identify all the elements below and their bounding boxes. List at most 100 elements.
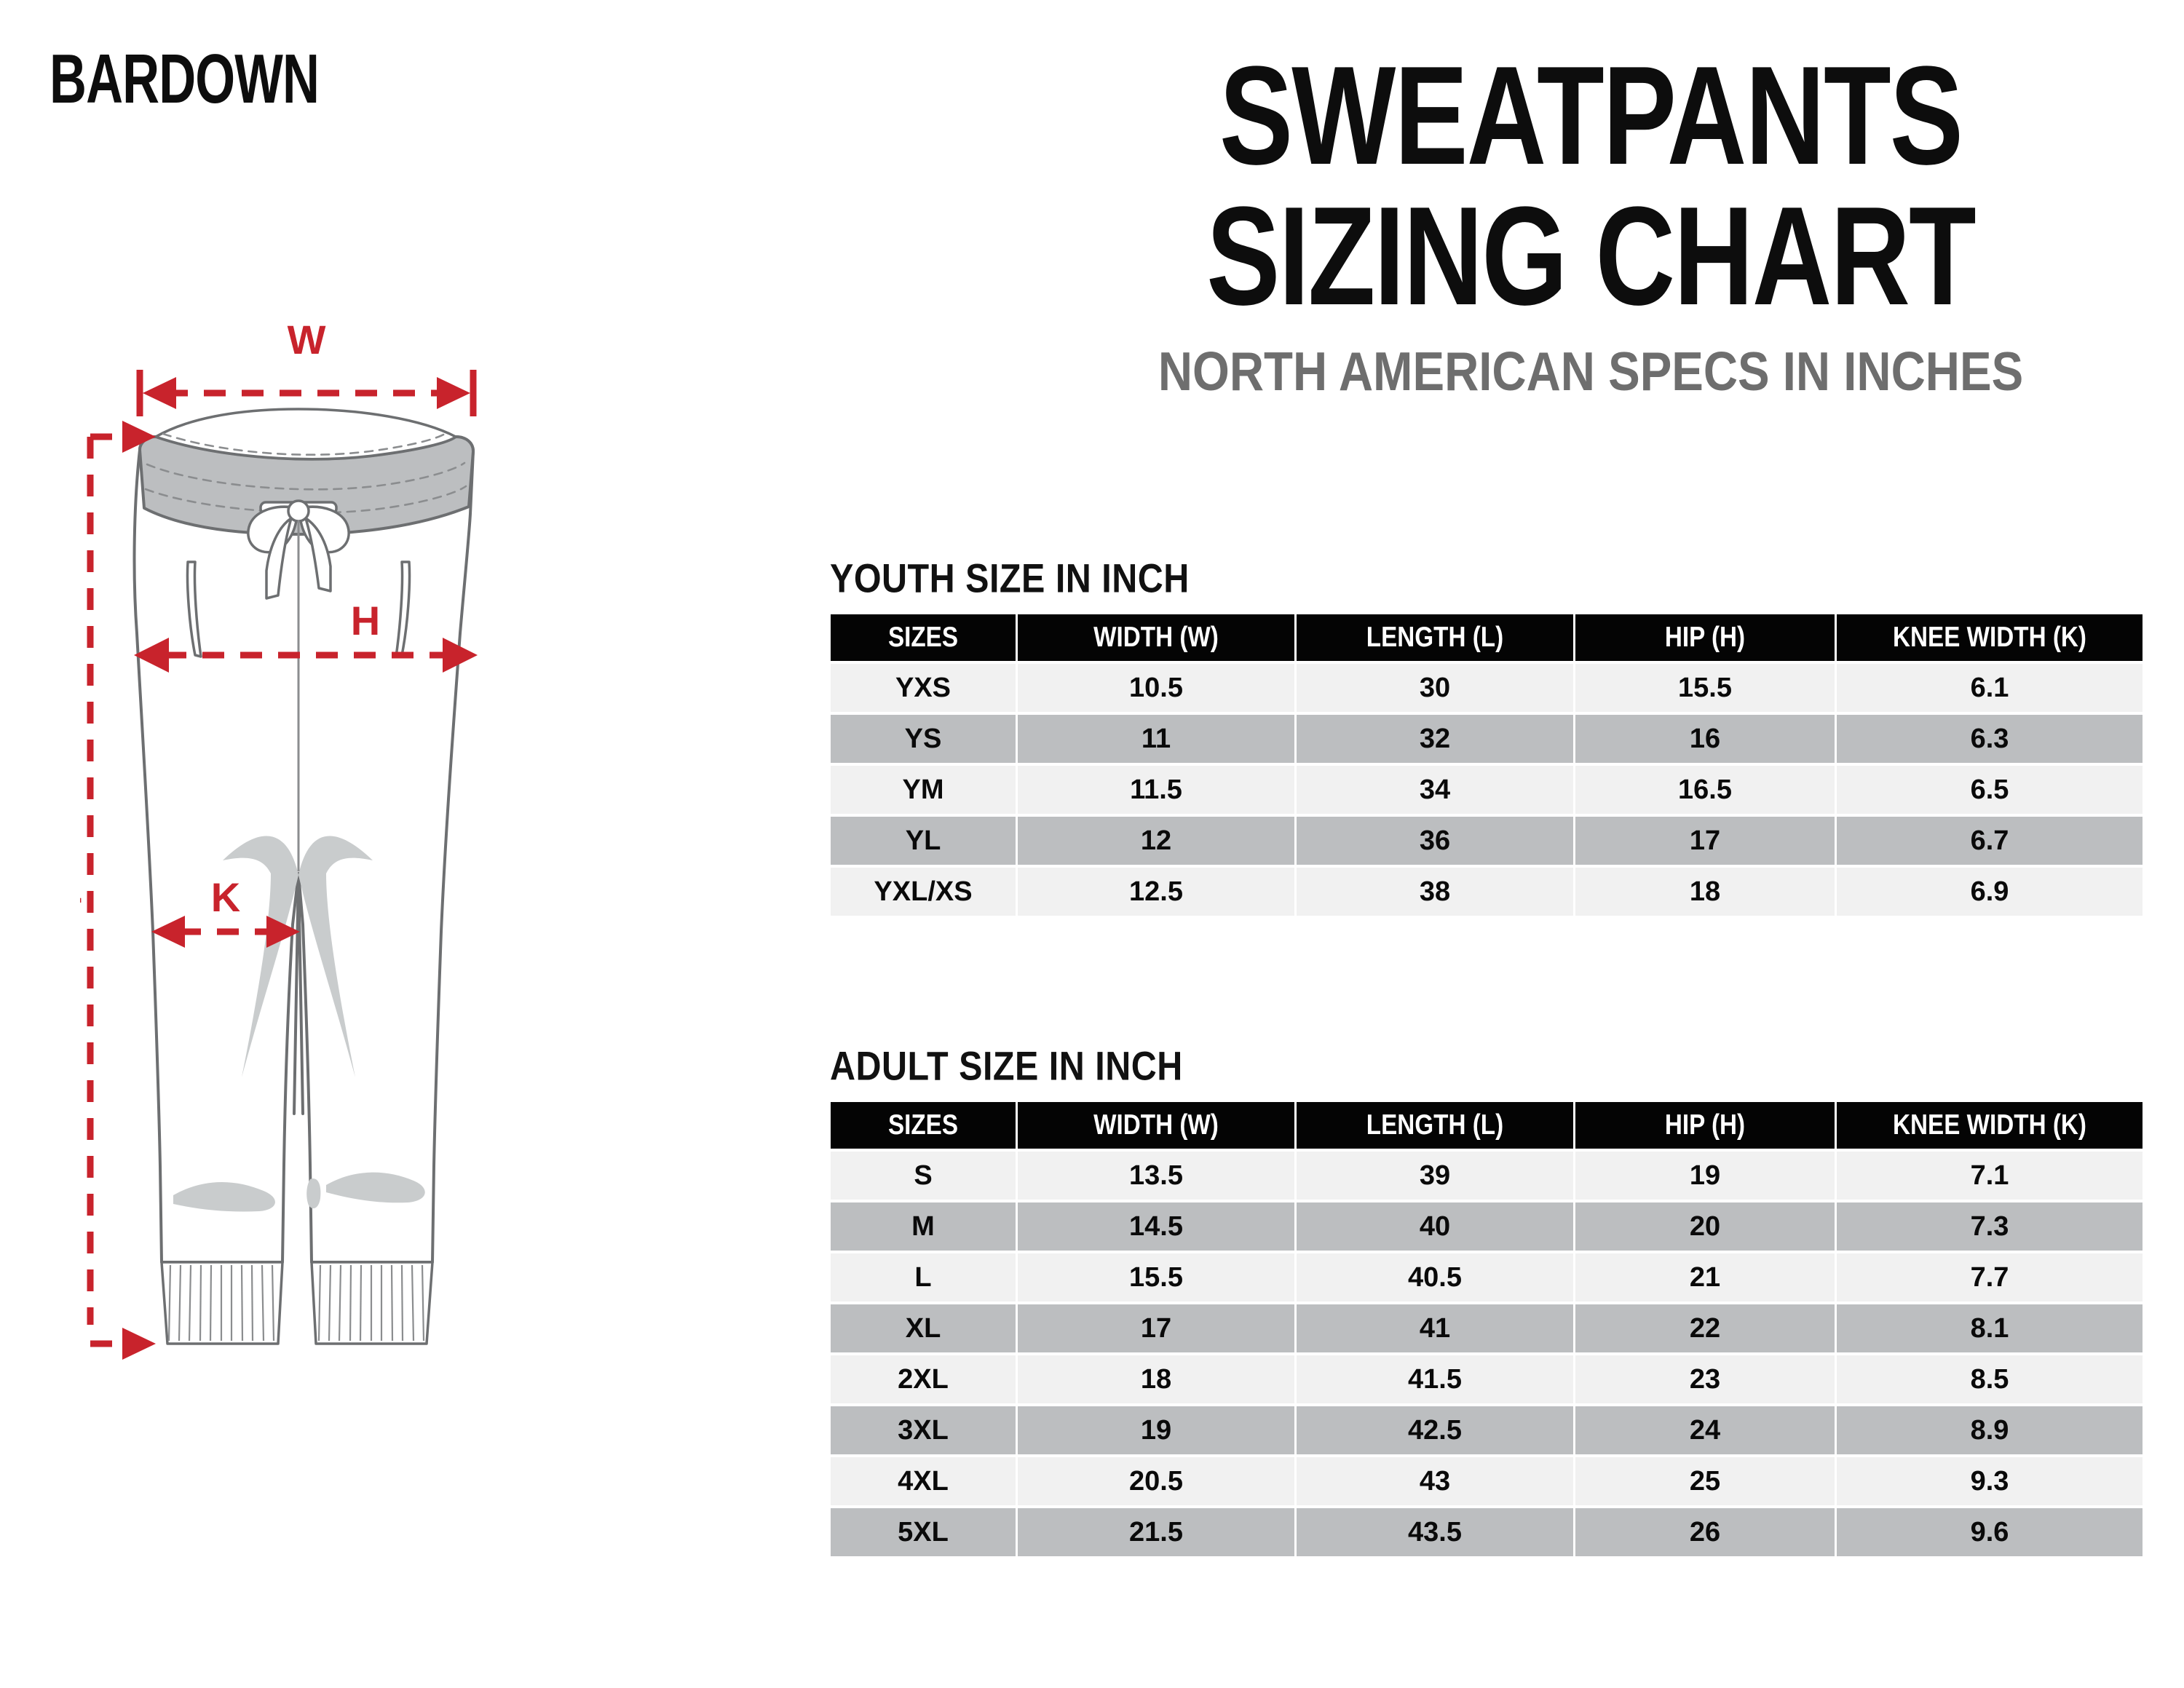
adult-col-sizes: SIZES xyxy=(831,1102,1016,1149)
table-row: 5XL 21.5 43.5 26 9.6 xyxy=(831,1508,2143,1556)
cell-length: 43 xyxy=(1297,1457,1573,1505)
youth-col-width-label: WIDTH (W) xyxy=(1093,622,1219,653)
cell-size: S xyxy=(831,1152,1016,1200)
cell-hip: 16 xyxy=(1575,715,1835,763)
cell-knee: 8.5 xyxy=(1837,1355,2143,1403)
cell-hip: 15.5 xyxy=(1575,664,1835,712)
table-row: 4XL 20.5 43 25 9.3 xyxy=(831,1457,2143,1505)
cell-length: 40 xyxy=(1297,1202,1573,1251)
cell-knee: 9.3 xyxy=(1837,1457,2143,1505)
dimension-marker-hip: H xyxy=(134,598,478,673)
adult-col-width-label: WIDTH (W) xyxy=(1093,1109,1219,1141)
page-subtitle: NORTH AMERICAN SPECS IN INCHES xyxy=(1158,340,2024,402)
youth-col-sizes: SIZES xyxy=(831,614,1016,661)
cell-size: YM xyxy=(831,766,1016,814)
cell-hip: 22 xyxy=(1575,1304,1835,1352)
dimension-marker-knee: K xyxy=(151,874,300,948)
cell-length: 32 xyxy=(1297,715,1573,763)
adult-col-hip-label: HIP (H) xyxy=(1664,1109,1746,1141)
adult-col-length: LENGTH (L) xyxy=(1297,1102,1573,1149)
cell-hip: 25 xyxy=(1575,1457,1835,1505)
table-row: 2XL 18 41.5 23 8.5 xyxy=(831,1355,2143,1403)
cell-width: 19 xyxy=(1018,1406,1294,1454)
adult-header-row: SIZES WIDTH (W) LENGTH (L) HIP (H) KNEE … xyxy=(831,1102,2143,1149)
cell-knee: 6.1 xyxy=(1837,664,2143,712)
cell-knee: 8.1 xyxy=(1837,1304,2143,1352)
adult-col-knee-label: KNEE WIDTH (K) xyxy=(1893,1109,2086,1141)
table-row: L 15.5 40.5 21 7.7 xyxy=(831,1253,2143,1301)
cell-size: XL xyxy=(831,1304,1016,1352)
cell-knee: 9.6 xyxy=(1837,1508,2143,1556)
cell-size: YXL/XS xyxy=(831,868,1016,916)
youth-col-knee: KNEE WIDTH (K) xyxy=(1837,614,2143,661)
pants-body xyxy=(132,408,475,1345)
cell-hip: 23 xyxy=(1575,1355,1835,1403)
length-label: L xyxy=(80,865,82,911)
youth-col-width: WIDTH (W) xyxy=(1018,614,1294,661)
cell-length: 30 xyxy=(1297,664,1573,712)
cell-knee: 6.9 xyxy=(1837,868,2143,916)
cell-length: 34 xyxy=(1297,766,1573,814)
cell-width: 10.5 xyxy=(1018,664,1294,712)
cell-length: 38 xyxy=(1297,868,1573,916)
cell-width: 17 xyxy=(1018,1304,1294,1352)
cell-hip: 19 xyxy=(1575,1152,1835,1200)
cell-hip: 21 xyxy=(1575,1253,1835,1301)
cell-knee: 6.3 xyxy=(1837,715,2143,763)
youth-col-sizes-label: SIZES xyxy=(887,622,959,653)
table-row: M 14.5 40 20 7.3 xyxy=(831,1202,2143,1251)
cell-knee: 7.7 xyxy=(1837,1253,2143,1301)
cell-size: 4XL xyxy=(831,1457,1016,1505)
adult-col-hip: HIP (H) xyxy=(1575,1102,1835,1149)
cell-width: 18 xyxy=(1018,1355,1294,1403)
title-block: SWEATPANTS SIZING CHART NORTH AMERICAN S… xyxy=(1041,46,2140,398)
youth-col-knee-label: KNEE WIDTH (K) xyxy=(1893,622,2086,653)
cell-size: YXS xyxy=(831,664,1016,712)
cell-knee: 8.9 xyxy=(1837,1406,2143,1454)
adult-col-knee: KNEE WIDTH (K) xyxy=(1837,1102,2143,1149)
youth-header-row: SIZES WIDTH (W) LENGTH (L) HIP (H) KNEE … xyxy=(831,614,2143,661)
table-row: YL 12 36 17 6.7 xyxy=(831,817,2143,865)
dimension-marker-length: L xyxy=(80,421,156,1360)
cell-length: 36 xyxy=(1297,817,1573,865)
cell-hip: 16.5 xyxy=(1575,766,1835,814)
cell-hip: 24 xyxy=(1575,1406,1835,1454)
cell-hip: 20 xyxy=(1575,1202,1835,1251)
cuff-right xyxy=(310,1261,434,1345)
cell-size: YS xyxy=(831,715,1016,763)
cell-hip: 26 xyxy=(1575,1508,1835,1556)
cell-width: 11.5 xyxy=(1018,766,1294,814)
page-title-line-2: SIZING CHART xyxy=(1206,178,1976,335)
cell-size: 5XL xyxy=(831,1508,1016,1556)
adult-table-caption: ADULT SIZE IN INCH xyxy=(830,1043,1183,1089)
width-label: W xyxy=(288,320,326,362)
youth-col-hip: HIP (H) xyxy=(1575,614,1835,661)
cell-knee: 7.1 xyxy=(1837,1152,2143,1200)
dimension-marker-width: W xyxy=(136,320,477,416)
table-row: YXS 10.5 30 15.5 6.1 xyxy=(831,664,2143,712)
knee-label: K xyxy=(211,874,240,920)
cell-width: 15.5 xyxy=(1018,1253,1294,1301)
table-row: YS 11 32 16 6.3 xyxy=(831,715,2143,763)
youth-table-caption: YOUTH SIZE IN INCH xyxy=(830,555,1190,601)
cell-length: 41.5 xyxy=(1297,1355,1573,1403)
cell-length: 41 xyxy=(1297,1304,1573,1352)
table-row: XL 17 41 22 8.1 xyxy=(831,1304,2143,1352)
adult-sizing-table: SIZES WIDTH (W) LENGTH (L) HIP (H) KNEE … xyxy=(828,1099,2145,1559)
table-row: 3XL 19 42.5 24 8.9 xyxy=(831,1406,2143,1454)
cell-size: L xyxy=(831,1253,1016,1301)
cell-knee: 7.3 xyxy=(1837,1202,2143,1251)
adult-col-length-label: LENGTH (L) xyxy=(1366,1109,1504,1141)
cell-length: 43.5 xyxy=(1297,1508,1573,1556)
cell-size: 3XL xyxy=(831,1406,1016,1454)
youth-col-length-label: LENGTH (L) xyxy=(1366,622,1504,653)
youth-col-hip-label: HIP (H) xyxy=(1664,622,1746,653)
youth-sizing-table: SIZES WIDTH (W) LENGTH (L) HIP (H) KNEE … xyxy=(828,611,2145,919)
cell-width: 20.5 xyxy=(1018,1457,1294,1505)
table-row: YXL/XS 12.5 38 18 6.9 xyxy=(831,868,2143,916)
brand-logo: BARDOWN xyxy=(50,41,320,118)
cell-width: 11 xyxy=(1018,715,1294,763)
cell-size: YL xyxy=(831,817,1016,865)
cuff-left xyxy=(160,1261,284,1345)
